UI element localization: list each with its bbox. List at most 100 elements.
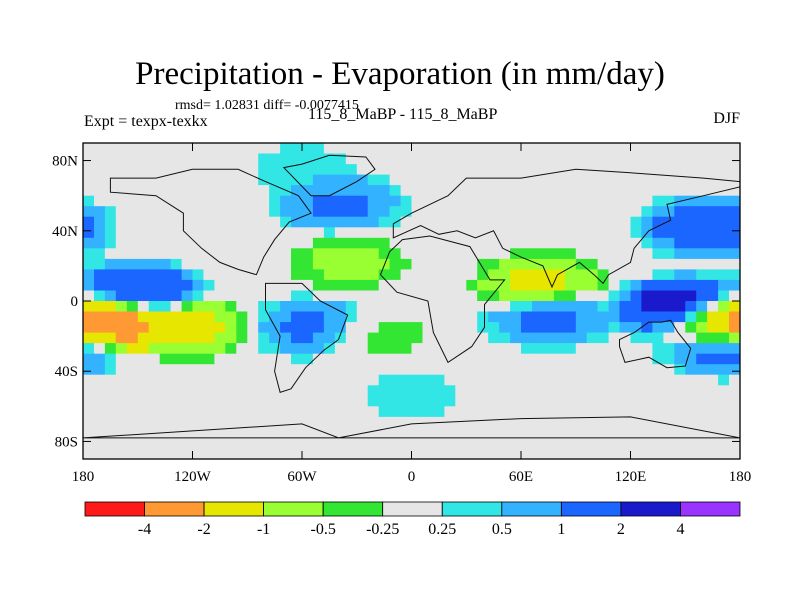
field-cell — [444, 185, 456, 197]
field-cell — [159, 437, 172, 449]
field-cell — [455, 301, 467, 313]
field-cell — [104, 332, 117, 344]
field-cell — [707, 237, 719, 249]
field-cell — [323, 290, 336, 302]
field-cell — [334, 427, 347, 439]
field-cell — [312, 206, 325, 218]
field-cell — [203, 290, 215, 302]
field-cell — [532, 216, 544, 228]
field-cell — [170, 364, 183, 376]
field-cell — [729, 185, 740, 197]
field-cell — [389, 206, 402, 218]
field-cell — [170, 353, 183, 365]
field-cell — [455, 322, 467, 334]
field-cell — [345, 290, 358, 302]
field-cell — [718, 437, 730, 449]
field-cell — [236, 164, 248, 176]
field-cell — [521, 258, 533, 270]
field-cell — [148, 185, 161, 197]
field-cell — [521, 153, 533, 165]
field-cell — [542, 311, 555, 323]
field-cell — [674, 279, 686, 291]
field-cell — [455, 385, 467, 397]
field-cell — [729, 206, 740, 218]
field-cell — [203, 374, 215, 386]
field-cell — [422, 332, 434, 344]
field-cell — [641, 322, 653, 334]
field-cell — [389, 343, 402, 355]
field-cell — [641, 153, 653, 165]
field-cell — [521, 364, 533, 376]
field-cell — [280, 311, 292, 323]
field-cell — [674, 353, 686, 365]
field-cell — [466, 395, 478, 407]
field-cell — [619, 343, 632, 355]
field-cell — [170, 385, 183, 397]
field-cell — [707, 258, 719, 270]
colorbar-swatch — [501, 501, 562, 517]
field-cell — [718, 343, 730, 355]
field-cell — [521, 332, 533, 344]
field-cell — [170, 427, 183, 439]
colorbar-swatch — [382, 501, 443, 517]
field-cell — [115, 237, 128, 249]
field-cell — [630, 164, 642, 176]
field-cell — [192, 311, 204, 323]
field-cell — [521, 269, 533, 281]
coastline — [619, 319, 692, 369]
field-cell — [159, 237, 172, 249]
field-cell — [674, 153, 686, 165]
field-cell — [729, 290, 740, 302]
field-cell — [466, 406, 478, 418]
field-cell — [619, 153, 632, 165]
field-cell — [280, 174, 292, 186]
field-cell — [532, 195, 544, 207]
field-cell — [389, 153, 402, 165]
field-cell — [170, 279, 183, 291]
field-cell — [707, 269, 719, 281]
field-cell — [663, 437, 675, 449]
field-cell — [94, 427, 106, 439]
field-cell — [696, 301, 708, 313]
field-cell — [663, 332, 675, 344]
field-cell — [586, 364, 599, 376]
field-cell — [422, 185, 434, 197]
field-cell — [630, 290, 642, 302]
field-cell — [400, 322, 413, 334]
field-cell — [214, 216, 226, 228]
field-cell — [553, 343, 566, 355]
field-cell — [323, 237, 336, 249]
field-cell — [729, 416, 740, 428]
field-cell — [729, 227, 740, 239]
field-cell — [663, 164, 675, 176]
field-cell — [652, 248, 664, 260]
field-cell — [422, 258, 434, 270]
field-cell — [575, 301, 588, 313]
field-cell — [236, 395, 248, 407]
field-cell — [148, 311, 161, 323]
x-tick-label: 120E — [615, 469, 647, 485]
field-cell — [170, 216, 183, 228]
field-cell — [663, 427, 675, 439]
field-cell — [115, 164, 128, 176]
field-cell — [203, 322, 215, 334]
field-cell — [181, 195, 194, 207]
field-cell — [608, 301, 621, 313]
field-cell — [115, 364, 128, 376]
field-cell — [291, 206, 303, 218]
field-cell — [433, 437, 445, 449]
field-cell — [718, 374, 730, 386]
field-cell — [83, 427, 95, 439]
field-cell — [685, 206, 697, 218]
field-cell — [269, 216, 281, 228]
field-cell — [729, 237, 740, 249]
field-cell — [258, 311, 270, 323]
field-cell — [575, 395, 588, 407]
field-cell — [236, 353, 248, 365]
field-cell — [247, 290, 259, 302]
field-cell — [148, 343, 161, 355]
field-cell — [170, 248, 183, 260]
field-cell — [586, 437, 599, 449]
field-cell — [477, 416, 489, 428]
field-cell — [83, 153, 95, 165]
